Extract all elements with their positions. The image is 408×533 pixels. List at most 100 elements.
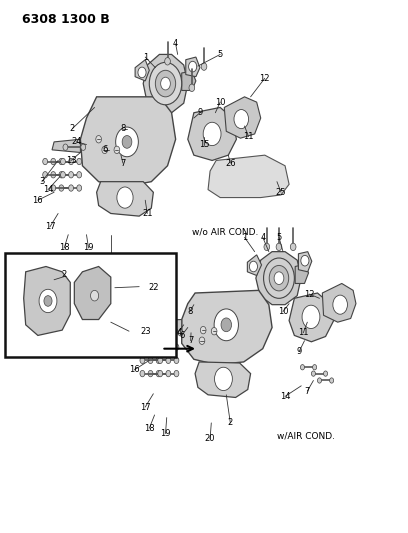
- Circle shape: [300, 365, 304, 370]
- FancyBboxPatch shape: [5, 253, 175, 357]
- Text: 12: 12: [140, 339, 151, 348]
- Text: 26: 26: [225, 159, 236, 167]
- Polygon shape: [182, 71, 196, 91]
- Text: w/AIR COND.: w/AIR COND.: [277, 432, 335, 441]
- Circle shape: [155, 70, 175, 97]
- Circle shape: [140, 357, 145, 364]
- Circle shape: [77, 185, 82, 191]
- Text: 4: 4: [260, 233, 265, 242]
- Text: 16: 16: [129, 366, 140, 374]
- Circle shape: [221, 318, 232, 332]
- Text: 9: 9: [297, 347, 302, 356]
- Polygon shape: [224, 97, 261, 138]
- Circle shape: [174, 370, 179, 377]
- Circle shape: [166, 357, 171, 364]
- Polygon shape: [188, 108, 236, 160]
- Circle shape: [140, 370, 145, 377]
- Text: 7: 7: [120, 159, 126, 167]
- Circle shape: [96, 135, 102, 143]
- Circle shape: [264, 243, 270, 251]
- Circle shape: [63, 144, 68, 150]
- Circle shape: [165, 58, 171, 65]
- Circle shape: [211, 327, 217, 335]
- Circle shape: [203, 122, 221, 146]
- Text: 7: 7: [188, 336, 193, 345]
- Circle shape: [138, 67, 146, 78]
- Text: 17: 17: [140, 402, 151, 411]
- Circle shape: [149, 62, 182, 105]
- Circle shape: [269, 265, 289, 291]
- Circle shape: [102, 146, 108, 154]
- Text: 24: 24: [71, 138, 82, 147]
- Text: 8: 8: [187, 307, 193, 316]
- Circle shape: [313, 365, 317, 370]
- Text: 20: 20: [205, 434, 215, 443]
- Circle shape: [178, 329, 183, 336]
- Text: 17: 17: [45, 222, 55, 231]
- Circle shape: [51, 158, 55, 165]
- Text: 19: 19: [83, 244, 94, 253]
- Circle shape: [302, 305, 320, 328]
- Text: 6: 6: [179, 331, 184, 340]
- Circle shape: [60, 158, 65, 165]
- Text: 12: 12: [304, 289, 315, 298]
- Circle shape: [51, 172, 55, 178]
- Text: 5: 5: [217, 50, 223, 59]
- Text: 12: 12: [259, 74, 270, 83]
- Circle shape: [117, 187, 133, 208]
- Circle shape: [161, 77, 171, 90]
- Text: 14: 14: [43, 185, 53, 194]
- Circle shape: [215, 367, 233, 391]
- Text: 4: 4: [173, 39, 178, 49]
- Polygon shape: [295, 264, 308, 284]
- Polygon shape: [143, 54, 188, 113]
- Circle shape: [166, 370, 171, 377]
- Text: 18: 18: [59, 244, 69, 253]
- Text: 21: 21: [142, 209, 153, 218]
- Polygon shape: [322, 284, 356, 322]
- Text: 22: 22: [148, 283, 159, 292]
- Polygon shape: [182, 290, 272, 365]
- Text: 20: 20: [106, 260, 116, 268]
- Circle shape: [174, 357, 179, 364]
- Circle shape: [201, 63, 207, 70]
- Circle shape: [59, 158, 64, 165]
- Polygon shape: [289, 293, 334, 342]
- Circle shape: [333, 295, 348, 314]
- Circle shape: [188, 61, 197, 72]
- Circle shape: [81, 144, 86, 150]
- Circle shape: [148, 344, 153, 350]
- Text: 23: 23: [140, 327, 151, 336]
- Circle shape: [69, 158, 73, 165]
- Circle shape: [290, 243, 296, 251]
- Circle shape: [77, 158, 82, 165]
- Text: 1: 1: [242, 233, 247, 242]
- Circle shape: [158, 357, 163, 364]
- Text: 10: 10: [215, 98, 226, 107]
- Polygon shape: [195, 362, 251, 398]
- Polygon shape: [74, 266, 111, 319]
- Text: 3: 3: [39, 177, 44, 186]
- Circle shape: [317, 378, 322, 383]
- Text: 3: 3: [137, 328, 142, 337]
- Circle shape: [148, 357, 153, 364]
- Circle shape: [115, 127, 138, 157]
- Circle shape: [148, 370, 153, 377]
- Circle shape: [43, 172, 48, 178]
- Circle shape: [200, 326, 206, 334]
- Circle shape: [39, 289, 57, 313]
- Text: 14: 14: [280, 392, 290, 401]
- Text: 13: 13: [66, 156, 76, 165]
- Polygon shape: [298, 252, 312, 272]
- Circle shape: [174, 344, 179, 350]
- Text: 2: 2: [62, 270, 67, 279]
- Polygon shape: [208, 155, 289, 198]
- Circle shape: [166, 344, 171, 350]
- Text: 11: 11: [298, 328, 308, 337]
- Circle shape: [77, 172, 82, 178]
- Text: 8: 8: [120, 124, 126, 133]
- Text: 5: 5: [276, 233, 282, 242]
- Text: 10: 10: [278, 307, 288, 316]
- Polygon shape: [135, 60, 149, 81]
- Circle shape: [43, 158, 48, 165]
